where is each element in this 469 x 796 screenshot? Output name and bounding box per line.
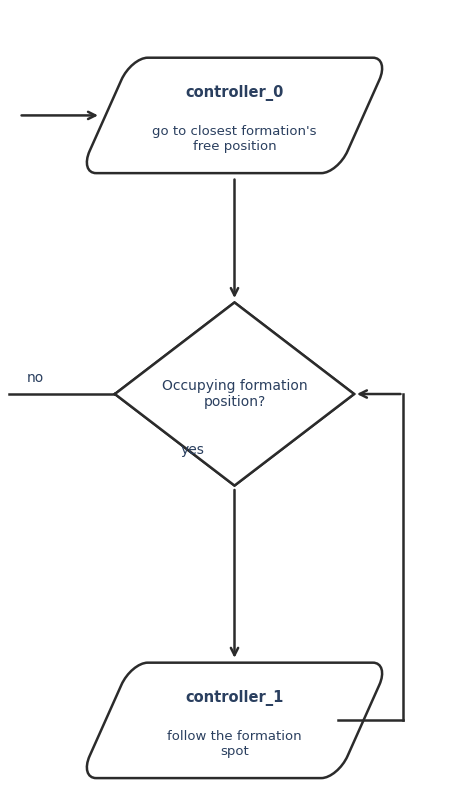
Text: controller_0: controller_0 (185, 85, 284, 101)
Text: go to closest formation's
free position: go to closest formation's free position (152, 125, 317, 154)
Text: Occupying formation
position?: Occupying formation position? (162, 379, 307, 409)
Text: no: no (27, 371, 44, 385)
Text: follow the formation
spot: follow the formation spot (167, 730, 302, 759)
PathPatch shape (87, 662, 382, 778)
Polygon shape (115, 302, 354, 486)
PathPatch shape (87, 58, 382, 174)
Text: yes: yes (181, 443, 204, 457)
Text: controller_1: controller_1 (185, 690, 284, 706)
